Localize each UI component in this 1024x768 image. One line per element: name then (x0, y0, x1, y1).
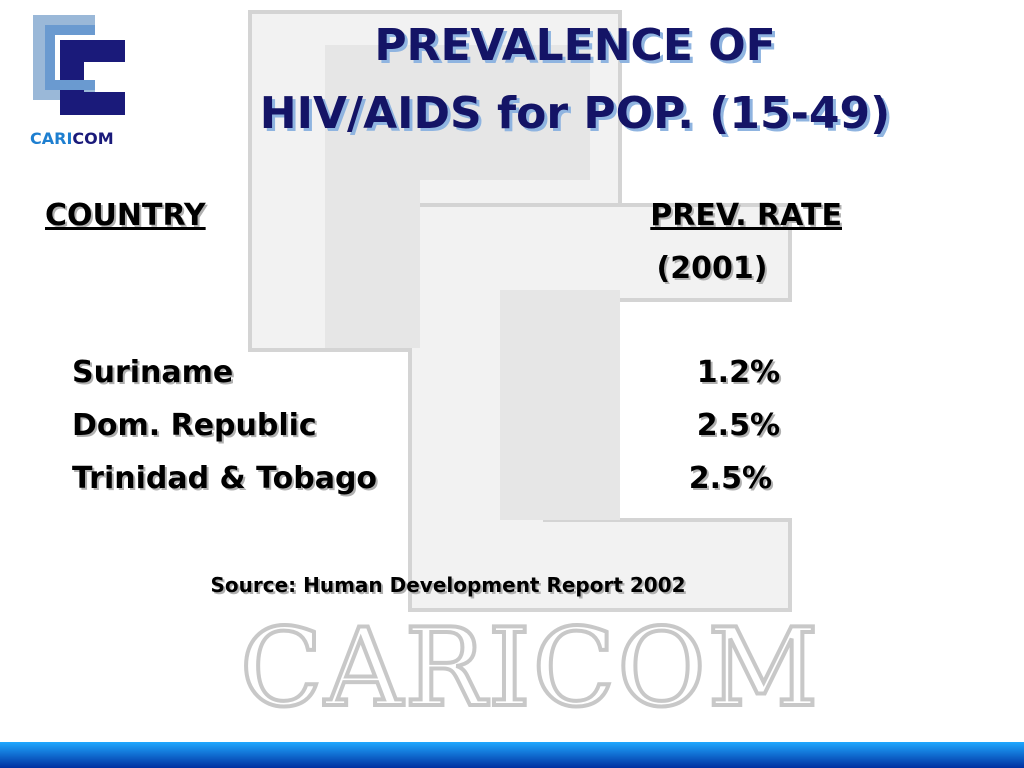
prev-rate: 2.5% (697, 408, 780, 443)
logo-text: CARICOM (30, 129, 114, 148)
column-subheader-shadow: (2001) (659, 253, 770, 288)
footer-bar (0, 742, 1024, 768)
country-shadow: Suriname (74, 357, 235, 392)
country: Dom. Republic (72, 408, 317, 443)
watermark-text: CARICOM (240, 606, 820, 731)
column-header-shadow: PREV. RATE (652, 200, 844, 235)
country-shadow: Trinidad & Tobago (74, 463, 379, 498)
column-header-shadow: COUNTRY (47, 200, 209, 235)
column-header: PREV. RATE (650, 198, 842, 233)
title-shadow: HIV/AIDS for POP. (15-49) (263, 91, 893, 142)
logo-text-b: COM (72, 129, 113, 148)
prev-rate: 2.5% (689, 461, 772, 496)
prev-rate-shadow: 2.5% (699, 410, 782, 445)
logo-text-a: CARI (30, 129, 72, 148)
source-shadow: Source: Human Development Report 2002 (212, 575, 687, 599)
prev-rate-shadow: 2.5% (691, 463, 774, 498)
title: HIV/AIDS for POP. (15-49) (260, 88, 890, 139)
column-header: COUNTRY (45, 198, 207, 233)
country: Suriname (72, 355, 233, 390)
column-subheader: (2001) (657, 251, 768, 286)
logo: CARICOM (30, 15, 125, 148)
country-shadow: Dom. Republic (74, 410, 319, 445)
country: Trinidad & Tobago (72, 461, 377, 496)
title-shadow: PREVALENCE OF (377, 23, 778, 74)
prev-rate-shadow: 1.2% (699, 357, 782, 392)
watermark-logo (248, 10, 792, 612)
title: PREVALENCE OF (374, 20, 775, 71)
prev-rate: 1.2% (697, 355, 780, 390)
source: Source: Human Development Report 2002 (210, 573, 685, 597)
